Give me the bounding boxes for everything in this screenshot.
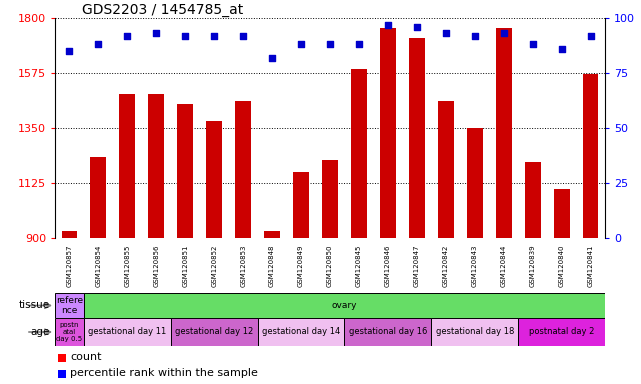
Bar xyxy=(293,172,309,238)
Text: age: age xyxy=(31,327,50,337)
Point xyxy=(122,33,133,39)
Point xyxy=(585,33,595,39)
Point xyxy=(440,30,451,36)
Bar xyxy=(119,94,135,238)
Text: GSM120853: GSM120853 xyxy=(240,244,246,287)
Bar xyxy=(58,354,66,362)
Point xyxy=(354,41,364,48)
Point xyxy=(499,30,509,36)
Point xyxy=(238,33,248,39)
Bar xyxy=(206,121,222,238)
Text: gestational day 12: gestational day 12 xyxy=(175,328,253,336)
Bar xyxy=(55,293,84,318)
Text: GSM120856: GSM120856 xyxy=(153,244,160,287)
Bar xyxy=(495,28,512,238)
Text: GDS2203 / 1454785_at: GDS2203 / 1454785_at xyxy=(83,3,244,17)
Text: gestational day 16: gestational day 16 xyxy=(349,328,427,336)
Point xyxy=(151,30,162,36)
Bar xyxy=(431,318,518,346)
Text: ovary: ovary xyxy=(332,301,357,310)
Text: GSM120844: GSM120844 xyxy=(501,244,506,287)
Bar xyxy=(583,74,599,238)
Bar xyxy=(351,70,367,238)
Point xyxy=(296,41,306,48)
Text: GSM120846: GSM120846 xyxy=(385,244,391,287)
Point xyxy=(412,24,422,30)
Text: refere
nce: refere nce xyxy=(56,296,83,315)
Text: GSM120857: GSM120857 xyxy=(67,244,72,287)
Bar xyxy=(438,101,454,238)
Bar xyxy=(380,28,396,238)
Point xyxy=(528,41,538,48)
Point xyxy=(556,46,567,52)
Point xyxy=(180,33,190,39)
Text: GSM120848: GSM120848 xyxy=(269,244,275,287)
Text: percentile rank within the sample: percentile rank within the sample xyxy=(70,368,258,378)
Text: GSM120841: GSM120841 xyxy=(588,244,594,287)
Bar xyxy=(55,318,84,346)
Text: GSM120851: GSM120851 xyxy=(182,244,188,287)
Text: GSM120849: GSM120849 xyxy=(298,244,304,287)
Point xyxy=(383,22,393,28)
Bar xyxy=(62,231,78,238)
Text: gestational day 18: gestational day 18 xyxy=(435,328,514,336)
Point xyxy=(94,41,104,48)
Text: postnatal day 2: postnatal day 2 xyxy=(529,328,594,336)
Bar xyxy=(344,318,431,346)
Text: GSM120842: GSM120842 xyxy=(443,244,449,287)
Text: count: count xyxy=(70,352,101,362)
Text: tissue: tissue xyxy=(19,301,50,311)
Text: GSM120850: GSM120850 xyxy=(327,244,333,287)
Text: gestational day 14: gestational day 14 xyxy=(262,328,340,336)
Text: GSM120845: GSM120845 xyxy=(356,244,362,287)
Bar xyxy=(525,162,540,238)
Point xyxy=(325,41,335,48)
Text: GSM120839: GSM120839 xyxy=(529,244,536,287)
Bar xyxy=(235,101,251,238)
Bar xyxy=(84,318,171,346)
Bar xyxy=(171,318,258,346)
Bar xyxy=(554,189,570,238)
Bar xyxy=(90,157,106,238)
Text: gestational day 11: gestational day 11 xyxy=(88,328,167,336)
Point xyxy=(470,33,480,39)
Point xyxy=(267,55,278,61)
Bar xyxy=(409,38,425,238)
Bar xyxy=(322,160,338,238)
Bar xyxy=(58,371,66,378)
Bar xyxy=(467,128,483,238)
Bar xyxy=(518,318,605,346)
Text: GSM120855: GSM120855 xyxy=(124,244,130,287)
Bar xyxy=(148,94,164,238)
Text: postn
atal
day 0.5: postn atal day 0.5 xyxy=(56,322,83,342)
Point xyxy=(209,33,219,39)
Bar xyxy=(178,104,193,238)
Bar xyxy=(258,318,344,346)
Text: GSM120854: GSM120854 xyxy=(96,244,101,287)
Text: GSM120847: GSM120847 xyxy=(414,244,420,287)
Text: GSM120843: GSM120843 xyxy=(472,244,478,287)
Point xyxy=(64,48,74,54)
Bar xyxy=(264,231,280,238)
Text: GSM120852: GSM120852 xyxy=(212,244,217,287)
Text: GSM120840: GSM120840 xyxy=(558,244,565,287)
